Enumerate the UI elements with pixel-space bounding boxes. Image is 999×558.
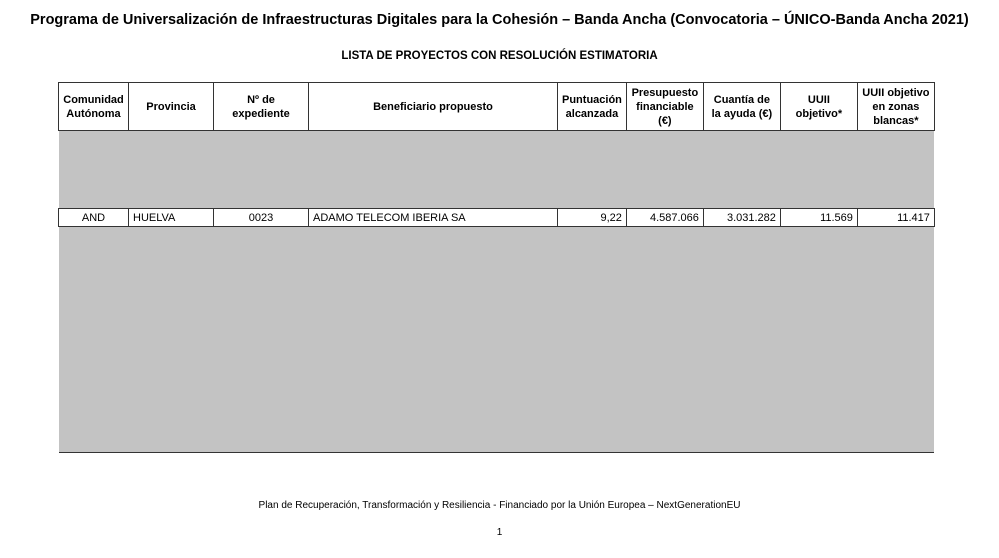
- footer-text: Plan de Recuperación, Transformación y R…: [258, 500, 741, 511]
- cell-expediente: 0023: [213, 208, 309, 227]
- redacted-block: [58, 226, 935, 453]
- header-presupuesto: Presupuesto financiable (€): [625, 82, 704, 131]
- cell-uuii-blancas: 11.417: [856, 208, 935, 227]
- cell-puntuacion: 9,22: [557, 208, 627, 227]
- cell-provincia: HUELVA: [128, 208, 214, 227]
- cell-cuantia: 3.031.282: [702, 208, 781, 227]
- header-provincia: Provincia: [128, 82, 214, 131]
- cell-presupuesto: 4.587.066: [625, 208, 704, 227]
- projects-table: Comunidad Autónoma Provincia Nº de exped…: [58, 82, 935, 453]
- cell-uuii: 11.569: [779, 208, 858, 227]
- document-title: Programa de Universalización de Infraest…: [30, 12, 969, 28]
- header-puntuacion: Puntuación alcanzada: [557, 82, 627, 131]
- table-row: AND HUELVA 0023 ADAMO TELECOM IBERIA SA …: [58, 208, 935, 227]
- header-uuii: UUII objetivo*: [779, 82, 858, 131]
- cell-comunidad: AND: [58, 208, 129, 227]
- header-cuantia: Cuantía de la ayuda (€): [702, 82, 781, 131]
- cell-beneficiario: ADAMO TELECOM IBERIA SA: [308, 208, 558, 227]
- page-number: 1: [496, 527, 503, 538]
- header-expediente: Nº de expediente: [213, 82, 309, 131]
- header-uuii-blancas: UUII objetivo en zonas blancas*: [856, 82, 935, 131]
- header-row: Comunidad Autónoma Provincia Nº de exped…: [58, 82, 935, 131]
- document-subtitle: LISTA DE PROYECTOS CON RESOLUCIÓN ESTIMA…: [341, 50, 658, 62]
- header-comunidad: Comunidad Autónoma: [58, 82, 129, 131]
- redacted-block: [58, 130, 935, 209]
- header-beneficiario: Beneficiario propuesto: [308, 82, 558, 131]
